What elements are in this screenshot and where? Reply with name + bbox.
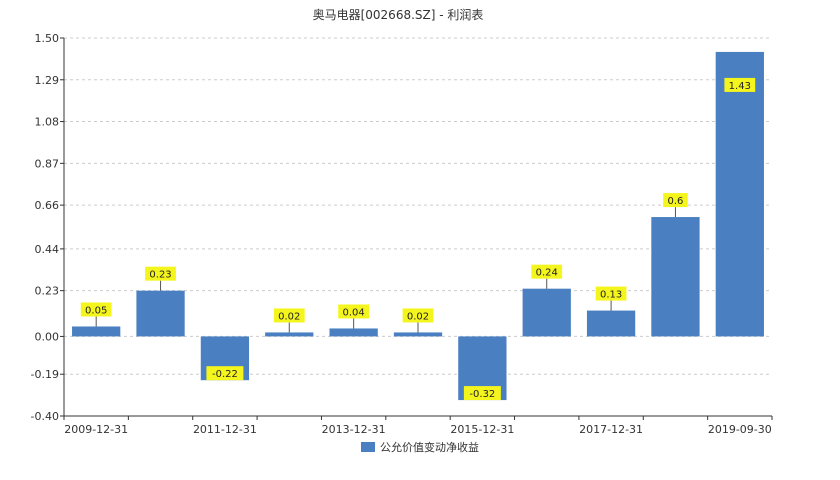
x-tick-label: 2015-12-31 <box>450 423 514 436</box>
x-tick-label: 2009-12-31 <box>64 423 128 436</box>
y-tick-label: 0.87 <box>35 157 60 170</box>
data-label-bg <box>463 386 501 401</box>
x-tick-label: 2013-12-31 <box>322 423 386 436</box>
y-tick-label: -0.19 <box>31 368 59 381</box>
bar-2010-12-31[interactable] <box>136 290 185 337</box>
data-label: 0.24 <box>536 268 558 279</box>
y-tick-label: 1.50 <box>35 32 60 45</box>
bar-2019-09-30[interactable] <box>715 51 764 337</box>
y-tick-label: 0.44 <box>35 243 60 256</box>
data-label: 1.43 <box>729 81 751 92</box>
data-label: 0.6 <box>668 196 684 207</box>
data-label-bg <box>724 77 756 92</box>
bar-2012-12-31[interactable] <box>265 332 314 337</box>
data-label: 0.13 <box>600 290 622 301</box>
bars <box>72 51 764 401</box>
data-label-bg <box>80 302 112 317</box>
y-tick-label: 0.23 <box>35 285 60 298</box>
y-tick-label: 1.08 <box>35 116 60 129</box>
legend-swatch <box>361 442 375 452</box>
data-label-bg <box>145 266 176 281</box>
data-label: 0.05 <box>85 305 107 316</box>
data-labels: 0.05 0.23 -0.22 0.02 0.04 0.02 -0.32 0.24 0.13 0.… <box>80 77 756 401</box>
data-label-bg <box>402 308 434 323</box>
bar-2017-12-31[interactable] <box>586 310 636 337</box>
data-label-bg <box>273 308 305 323</box>
y-tick-label: 1.29 <box>35 74 60 87</box>
y-tick-label: 0.66 <box>35 199 60 212</box>
bar-2016-12-31[interactable] <box>522 288 571 337</box>
bar-2009-12-31[interactable] <box>72 326 121 337</box>
data-label: -0.32 <box>469 389 495 400</box>
x-tick-label: 2017-12-31 <box>579 423 643 436</box>
data-label: 0.02 <box>278 311 300 322</box>
chart-title: 奥马电器[002668.SZ] - 利润表 <box>313 8 484 22</box>
data-label: 0.04 <box>343 307 365 318</box>
legend[interactable]: 公允价值变动净收益 <box>361 440 479 454</box>
bar-2014-12-31[interactable] <box>393 332 443 337</box>
data-label: -0.22 <box>212 369 238 380</box>
data-label-bg <box>531 264 563 279</box>
data-label-bg <box>206 366 244 381</box>
bar-2013-12-31[interactable] <box>329 328 378 337</box>
data-label-bg <box>595 286 627 301</box>
x-tick-label: 2019-09-30 <box>708 423 772 436</box>
data-label: 0.02 <box>407 311 429 322</box>
x-tick-label: 2011-12-31 <box>193 423 257 436</box>
data-label-bg <box>663 193 688 208</box>
y-axis: 1.50 1.29 1.08 0.87 0.66 0.44 0.23 0.00 -0.19 -0.… <box>31 32 65 423</box>
y-tick-label: -0.40 <box>31 410 59 423</box>
data-label: 0.23 <box>149 270 171 281</box>
bar-2018-12-31[interactable] <box>651 217 700 337</box>
y-tick-label: 0.00 <box>35 330 60 343</box>
legend-label: 公允价值变动净收益 <box>380 440 479 454</box>
data-label-bg <box>338 304 370 319</box>
x-axis: 2009-12-31 2011-12-31 2013-12-31 2015-12-31… <box>63 415 773 436</box>
